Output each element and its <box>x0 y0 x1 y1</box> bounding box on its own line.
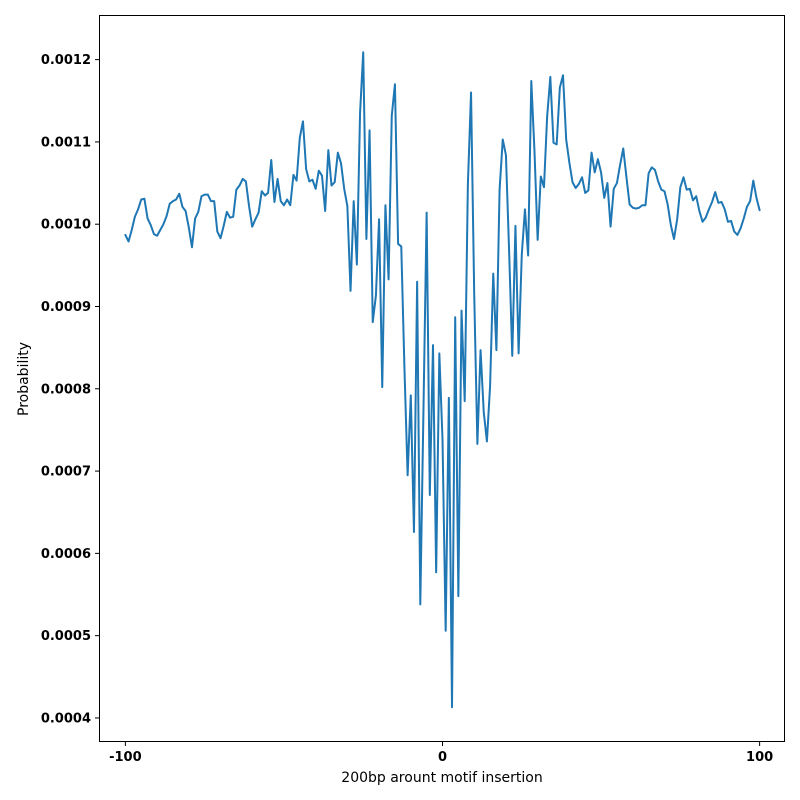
y-axis-label: Probability <box>16 342 32 416</box>
y-tick-label: 0.0005 <box>41 629 91 644</box>
y-tick-label: 0.0012 <box>41 53 91 68</box>
x-tick-label: -100 <box>109 750 142 765</box>
x-axis-ticks: -100 0 100 <box>109 741 773 765</box>
y-tick-label: 0.0007 <box>41 465 91 480</box>
y-axis-ticks: 0.0004 0.0005 0.0006 0.0007 0.0008 0.0009 0.00… <box>41 53 100 726</box>
y-tick-label: 0.0010 <box>41 218 91 233</box>
x-tick-label: 0 <box>438 750 447 765</box>
y-tick-label: 0.0009 <box>41 300 91 315</box>
y-tick-label: 0.0008 <box>41 382 91 397</box>
x-axis-label: 200bp arount motif insertion <box>341 770 542 786</box>
plot-frame <box>99 15 785 742</box>
y-tick-label: 0.0006 <box>41 547 91 562</box>
y-tick-label: 0.0011 <box>41 135 91 150</box>
y-tick-label: 0.0004 <box>41 711 91 726</box>
plot-area <box>124 51 761 709</box>
x-tick-label: 100 <box>746 750 773 765</box>
series-line <box>124 51 761 709</box>
